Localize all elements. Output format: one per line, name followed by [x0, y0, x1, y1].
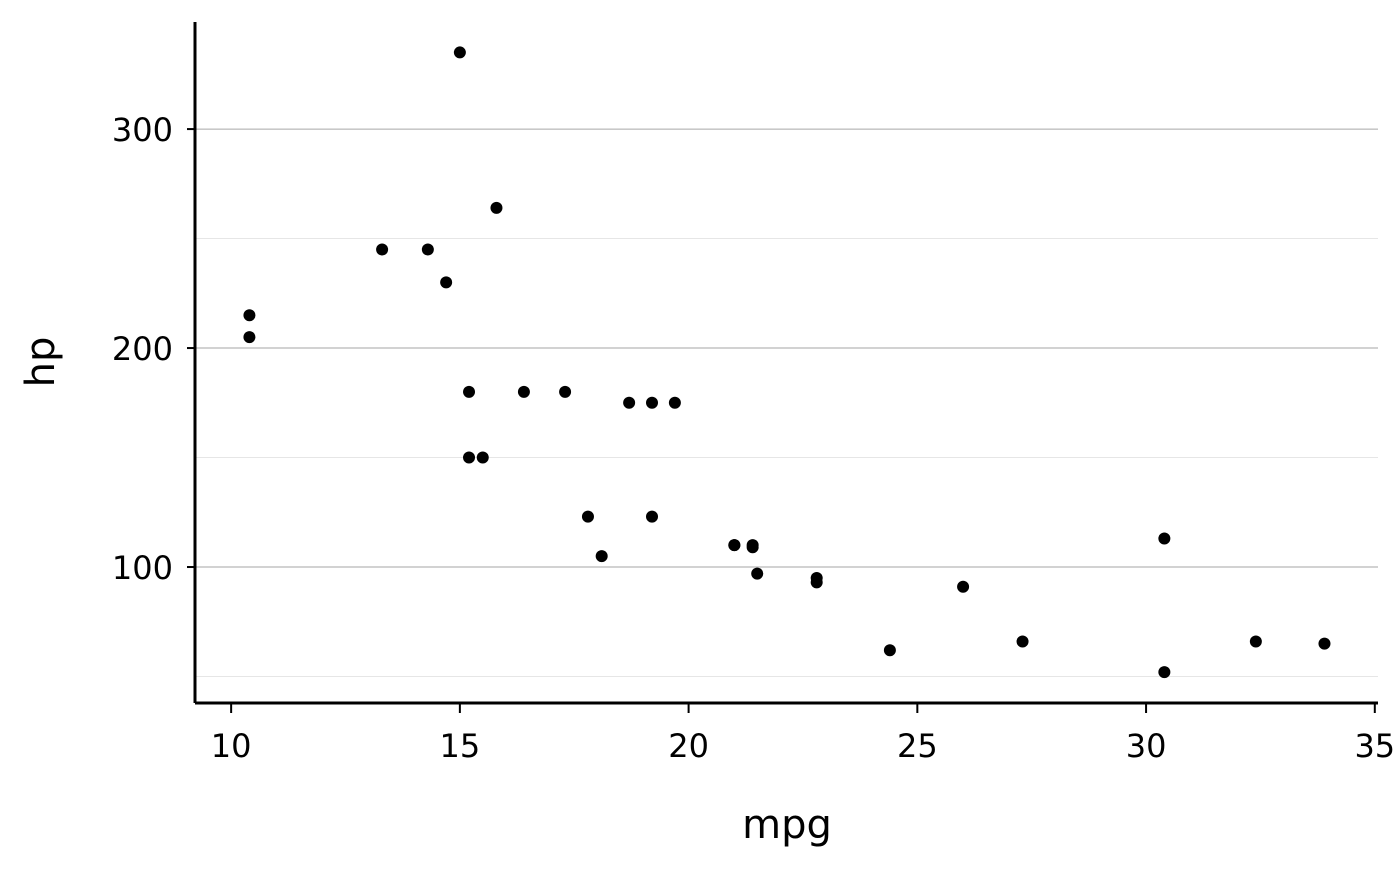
point: [1016, 635, 1029, 648]
x-tick-label: 10: [211, 727, 252, 765]
point: [1318, 637, 1331, 650]
point: [476, 451, 489, 464]
point: [517, 385, 530, 398]
y-tick-label: 200: [112, 330, 173, 368]
point: [728, 539, 741, 552]
point: [646, 510, 659, 523]
point: [1158, 666, 1171, 679]
point: [243, 309, 256, 322]
x-tick-label: 35: [1354, 727, 1395, 765]
point: [1249, 635, 1262, 648]
y-tick-label: 100: [112, 549, 173, 587]
x-tick-label: 30: [1126, 727, 1167, 765]
point: [243, 331, 256, 344]
point: [646, 396, 659, 409]
x-tick-label: 15: [440, 727, 481, 765]
x-tick-label: 20: [668, 727, 709, 765]
point: [453, 46, 466, 59]
x-tick-label: 25: [897, 727, 938, 765]
point: [463, 385, 476, 398]
point: [810, 571, 823, 584]
point: [421, 243, 434, 256]
point: [559, 385, 572, 398]
point: [957, 580, 970, 593]
x-axis-label: mpg: [742, 802, 832, 848]
point: [490, 201, 503, 214]
y-tick-label: 300: [112, 111, 173, 149]
point: [746, 541, 759, 554]
point: [883, 644, 896, 657]
point: [440, 276, 453, 289]
point: [463, 451, 476, 464]
point: [668, 396, 681, 409]
point: [581, 510, 594, 523]
point: [595, 550, 608, 563]
point: [751, 567, 764, 580]
point: [376, 243, 389, 256]
point: [623, 396, 636, 409]
point: [1158, 532, 1171, 545]
y-axis-label: hp: [18, 337, 64, 388]
